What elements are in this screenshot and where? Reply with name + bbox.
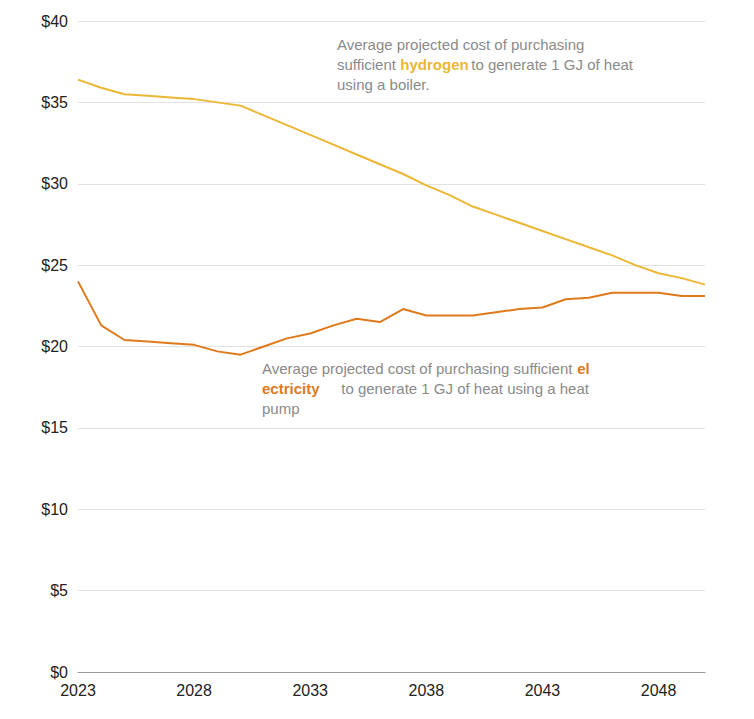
svg-text:Average projected cost of purc: Average projected cost of purchasing suf… — [262, 360, 577, 377]
svg-text:sufficient: sufficient — [337, 56, 400, 73]
svg-text:2038: 2038 — [409, 682, 445, 699]
svg-text:$15: $15 — [41, 419, 68, 436]
svg-text:$30: $30 — [41, 175, 68, 192]
svg-text:hydrogen: hydrogen — [400, 56, 468, 73]
svg-text:ectricity: ectricity — [262, 380, 320, 397]
svg-text:2023: 2023 — [60, 682, 96, 699]
svg-text:$0: $0 — [50, 664, 68, 681]
svg-text:$10: $10 — [41, 501, 68, 518]
svg-text:Average projected cost of purc: Average projected cost of purchasing — [337, 36, 589, 53]
svg-text:to generate 1 GJ of heat using: to generate 1 GJ of heat using a heat — [337, 380, 593, 397]
svg-text:using a boiler.: using a boiler. — [337, 76, 430, 93]
svg-text:el: el — [577, 360, 590, 377]
svg-text:pump: pump — [262, 400, 300, 417]
svg-text:$25: $25 — [41, 257, 68, 274]
svg-text:$20: $20 — [41, 338, 68, 355]
svg-text:2048: 2048 — [641, 682, 677, 699]
svg-text:to generate 1 GJ of heat: to generate 1 GJ of heat — [467, 56, 637, 73]
svg-text:$40: $40 — [41, 13, 68, 30]
svg-text:2043: 2043 — [525, 682, 561, 699]
svg-text:2028: 2028 — [176, 682, 212, 699]
svg-text:$5: $5 — [50, 582, 68, 599]
svg-text:$35: $35 — [41, 94, 68, 111]
svg-text:2033: 2033 — [292, 682, 328, 699]
